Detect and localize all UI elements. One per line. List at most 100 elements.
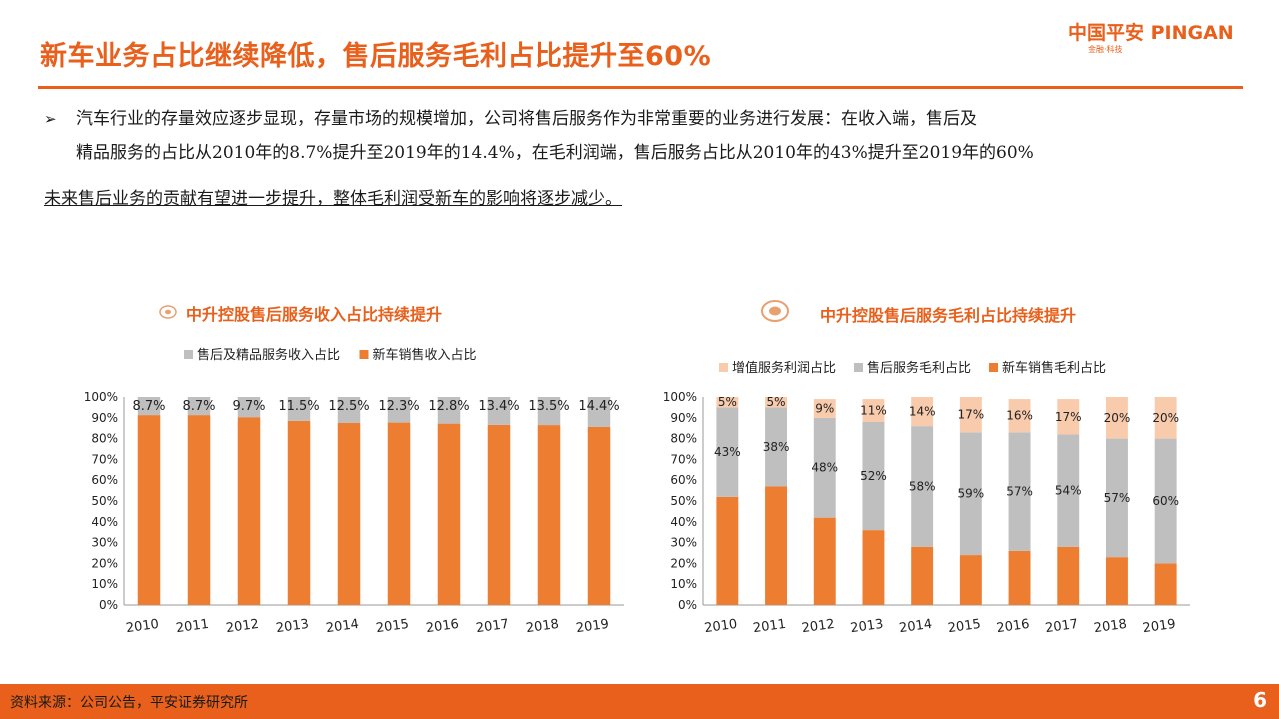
- bar-segment: [1008, 399, 1031, 433]
- data-label: 59%: [958, 487, 985, 501]
- y-tick-label: 40%: [91, 515, 118, 529]
- bar-segment: [959, 397, 982, 433]
- legend-swatch: [989, 363, 998, 372]
- bar-segment: [537, 397, 561, 426]
- bar-segment: [187, 415, 211, 605]
- chart-gross-profit-share: 增值服务利润占比 售后服务毛利占比 新车销售毛利占比 0% 10% 20% 30% 40% 50…: [663, 360, 1190, 636]
- chart-revenue-share: 售后及精品服务收入占比 新车销售收入占比 0% 10% 20% 30% 40% 50% 60% 7…: [84, 347, 624, 636]
- y-tick-label: 0%: [99, 598, 118, 612]
- bar-segment: [487, 424, 511, 605]
- y-tick-label: 10%: [670, 577, 697, 591]
- legend-label: 新车销售毛利占比: [1002, 360, 1106, 376]
- bar-segment: [1057, 546, 1080, 605]
- data-label: 20%: [1104, 411, 1131, 425]
- bar-segment: [337, 423, 361, 605]
- bar-segment: [911, 546, 934, 605]
- bar-segment: [813, 417, 836, 518]
- data-label: 60%: [1152, 494, 1179, 508]
- x-tick-label: 2010: [703, 617, 738, 636]
- bar-segment: [862, 421, 885, 531]
- logo-subtitle: 金融·科技: [1088, 45, 1123, 54]
- data-label: 11%: [860, 404, 887, 418]
- x-tick-label: 2018: [525, 617, 560, 636]
- x-tick-label: 2011: [752, 617, 787, 636]
- bar-segment: [237, 417, 261, 605]
- bar-segment: [862, 530, 885, 605]
- legend-swatch: [359, 350, 369, 359]
- x-tick-label: 2019: [1142, 617, 1177, 636]
- data-label: 5%: [767, 395, 786, 409]
- x-tick-label: 2012: [801, 617, 836, 636]
- data-label: 58%: [909, 479, 936, 493]
- y-tick-label: 90%: [670, 411, 697, 425]
- y-tick-label: 70%: [670, 452, 697, 466]
- data-label: 57%: [1104, 491, 1131, 505]
- y-tick-label: 100%: [84, 390, 118, 404]
- y-tick-label: 30%: [91, 536, 118, 550]
- bar-segment: [1008, 550, 1031, 605]
- data-label: 14.4%: [578, 399, 619, 414]
- bar-segment: [959, 555, 982, 605]
- page-number: 6: [1253, 688, 1267, 712]
- data-label: 12.5%: [328, 399, 369, 414]
- legend-label: 售后及精品服务收入占比: [197, 347, 340, 363]
- data-label: 57%: [1006, 485, 1033, 499]
- pingan-logo: 中国平安 PINGAN 金融·科技: [1068, 18, 1268, 58]
- chart2-title: 中升控股售后服务毛利占比持续提升: [820, 306, 1077, 325]
- data-label: 11.5%: [278, 399, 319, 414]
- bar-segment: [765, 407, 788, 487]
- y-tick-label: 60%: [670, 473, 697, 487]
- x-tick-label: 2017: [1044, 617, 1079, 636]
- bar-segment: [137, 397, 161, 416]
- x-tick-label: 2014: [325, 617, 360, 636]
- bar-segment: [813, 399, 836, 418]
- x-tick-label: 2010: [125, 617, 160, 636]
- legend-label: 增值服务利润占比: [732, 360, 836, 376]
- y-tick-label: 20%: [670, 556, 697, 570]
- x-tick-label: 2015: [947, 617, 982, 636]
- slide-title: 新车业务占比继续降低，售后服务毛利占比提升至60%: [40, 41, 712, 72]
- data-label: 52%: [860, 469, 887, 483]
- bar-segment: [537, 425, 561, 605]
- bar-segment: [813, 517, 836, 605]
- logo-text: 中国平安 PINGAN: [1068, 22, 1234, 44]
- bar-segment: [716, 496, 739, 605]
- target-bullet-icon: [159, 305, 177, 319]
- chart1-title: 中升控股售后服务收入占比持续提升: [186, 305, 443, 324]
- x-tick-label: 2014: [898, 617, 933, 636]
- x-tick-label: 2013: [850, 617, 885, 636]
- bar-segment: [237, 397, 261, 418]
- legend-swatch: [854, 363, 863, 372]
- arrow-bullet-icon: ➢: [44, 110, 57, 128]
- legend-swatch: [719, 363, 728, 372]
- target-bullet-icon: [761, 300, 789, 322]
- y-tick-label: 0%: [678, 598, 697, 612]
- x-tick-label: 2011: [175, 617, 210, 636]
- bar-segment: [487, 397, 511, 425]
- data-label: 20%: [1152, 411, 1179, 425]
- x-tick-label: 2019: [575, 617, 610, 636]
- data-label: 17%: [958, 408, 985, 422]
- bar-segment: [716, 397, 739, 408]
- y-tick-label: 10%: [91, 577, 118, 591]
- x-tick-label: 2013: [275, 617, 310, 636]
- data-label: 38%: [763, 440, 790, 454]
- data-label: 9%: [815, 401, 834, 415]
- data-label: 43%: [714, 445, 741, 459]
- footer-bar: 资料来源：公司公告，平安证券研究所 6: [0, 684, 1279, 719]
- data-label: 17%: [1055, 410, 1082, 424]
- y-tick-label: 70%: [91, 452, 118, 466]
- x-tick-label: 2017: [475, 617, 510, 636]
- bar-segment: [1057, 434, 1080, 547]
- bar-segment: [1154, 563, 1177, 605]
- bar-segment: [1105, 438, 1128, 558]
- bar-segment: [862, 399, 885, 422]
- y-tick-label: 60%: [91, 473, 118, 487]
- data-label: 8.7%: [132, 399, 165, 414]
- y-tick-label: 100%: [663, 390, 697, 404]
- bar-segment: [287, 420, 311, 605]
- bar-segment: [959, 432, 982, 556]
- x-tick-label: 2016: [425, 617, 460, 636]
- data-label: 48%: [811, 461, 838, 475]
- x-tick-label: 2016: [996, 617, 1031, 636]
